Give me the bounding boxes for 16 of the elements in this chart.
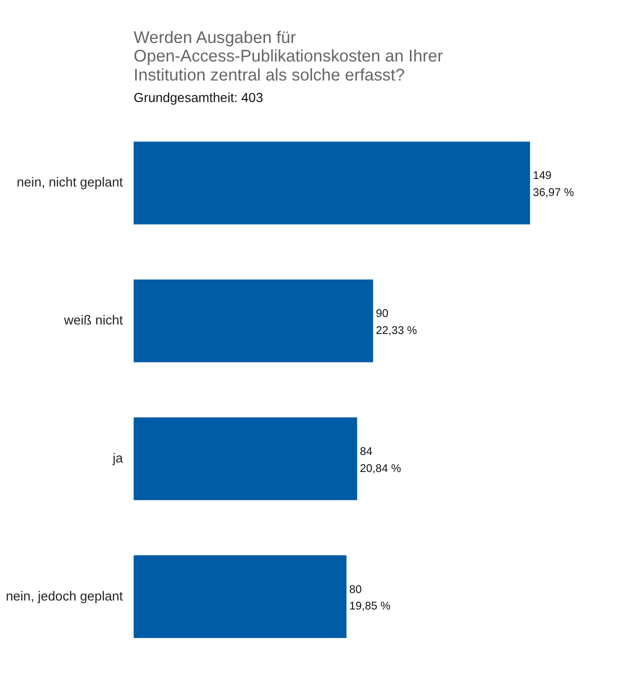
data-label: 149 36,97 %: [532, 170, 574, 200]
y-tick-label: nein, nicht geplant: [16, 174, 124, 190]
bar: [134, 142, 530, 224]
data-label: 84 20,84 %: [360, 446, 402, 475]
chart-subtitle: Grundgesamtheit: 403: [134, 90, 264, 105]
text: Open-Access-Publikationskosten an Ihrer: [134, 46, 444, 66]
bar: [134, 555, 346, 638]
bar: [134, 417, 358, 500]
text: Werden Ausgaben für: [134, 28, 296, 47]
bar: [134, 280, 374, 362]
data-label: 80 19,85 %: [349, 584, 390, 613]
data-label: 90 22,33 %: [376, 308, 418, 337]
y-tick-label: ja: [112, 450, 124, 466]
text: Institution zentral als solche erfasst?: [134, 65, 405, 84]
y-tick-label: nein, jedoch geplant: [6, 588, 124, 604]
y-tick-label: weiß nicht: [63, 312, 124, 328]
